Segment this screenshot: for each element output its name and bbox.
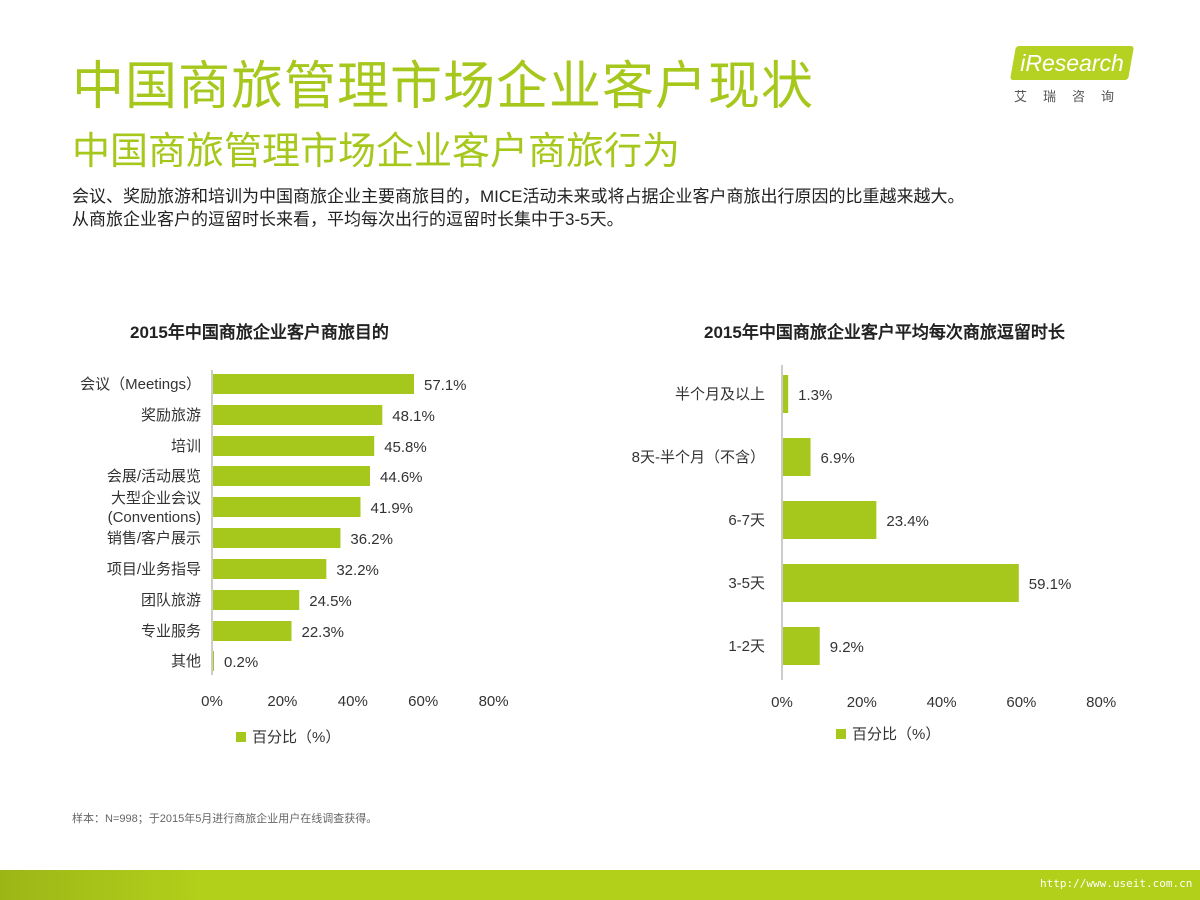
bottom-band-shade xyxy=(0,870,200,900)
chart1-bar xyxy=(213,497,361,517)
chart1-x-tick-label: 40% xyxy=(338,693,368,710)
chart1-bar xyxy=(213,590,300,610)
chart1-value-label: 32.2% xyxy=(336,562,379,579)
chart1-value-label: 45.8% xyxy=(384,439,427,456)
chart1-category-label: 会展/活动展览 xyxy=(107,468,201,485)
page-mark: USE xyxy=(1100,850,1144,870)
chart1-category-label: 其他 xyxy=(171,653,201,670)
chart1-value-label: 24.5% xyxy=(309,593,352,610)
chart2-value-label: 6.9% xyxy=(821,450,855,467)
page-title: 中国商旅管理市场企业客户现状 xyxy=(72,58,815,116)
chart1-value-label: 0.2% xyxy=(224,654,258,671)
chart1-category-label: 团队旅游 xyxy=(141,592,201,609)
description: 会议、奖励旅游和培训为中国商旅企业主要商旅目的，MICE活动未来或将占据企业客户… xyxy=(72,185,965,231)
legend-label: 百分比（%） xyxy=(252,729,341,746)
chart2-value-label: 1.3% xyxy=(798,387,832,404)
chart2-x-tick-label: 40% xyxy=(927,694,957,711)
chart1-value-label: 36.2% xyxy=(350,531,393,548)
bottom-band xyxy=(0,870,1200,900)
chart2-value-label: 9.2% xyxy=(830,639,864,656)
legend-label: 百分比（%） xyxy=(852,726,941,743)
chart2-x-tick-label: 0% xyxy=(771,694,793,711)
chart1-category-label: 会议（Meetings） xyxy=(80,376,201,393)
chart2-category-label: 半个月及以上 xyxy=(675,386,765,403)
chart2-value-label: 23.4% xyxy=(886,513,929,530)
chart1-value-label: 48.1% xyxy=(392,408,435,425)
chart2-bar xyxy=(783,501,877,539)
chart2-bar xyxy=(783,438,811,476)
chart1-bar xyxy=(213,374,414,394)
chart2-title: 2015年中国商旅企业客户平均每次商旅逗留时长 xyxy=(704,323,1065,342)
logo-cn: 艾瑞咨询 xyxy=(1013,89,1130,104)
chart2-bar xyxy=(783,564,1019,602)
legend-swatch xyxy=(236,731,246,742)
chart1-bar xyxy=(213,621,292,641)
chart1-category-label: 销售/客户展示 xyxy=(107,530,201,547)
chart2-category-label: 6-7天 xyxy=(728,512,765,529)
chart2-bar xyxy=(783,627,820,665)
chart1-bar xyxy=(213,559,327,579)
chart2-x-tick-label: 20% xyxy=(847,694,877,711)
chart2-category-label: 3-5天 xyxy=(728,575,765,592)
iresearch-logo: iResearch 艾瑞咨询 xyxy=(1005,44,1135,104)
chart1-category-label: 培训 xyxy=(171,438,201,455)
chart1-value-label: 41.9% xyxy=(370,500,413,517)
description-line-2: 从商旅企业客户的逗留时长来看，平均每次出行的逗留时长集中于3-5天。 xyxy=(72,210,624,229)
chart1-x-tick-label: 0% xyxy=(201,693,223,710)
chart1-value-label: 22.3% xyxy=(301,624,344,641)
chart1-x-tick-label: 60% xyxy=(408,693,438,710)
chart2-category-label: 1-2天 xyxy=(728,638,765,655)
chart1-bar xyxy=(213,436,375,456)
chart1-category-label: 大型企业会议(Conventions) xyxy=(108,489,201,526)
chart1-bar xyxy=(213,466,370,486)
chart1-value-label: 57.1% xyxy=(424,377,467,394)
chart1-category-label: 项目/业务指导 xyxy=(107,561,201,578)
chart2-category-label: 8天-半个月（不含） xyxy=(632,449,765,466)
chart2-x-tick-label: 60% xyxy=(1006,694,1036,711)
watermark: http://www.useit.com.cn xyxy=(1040,877,1193,890)
chart2-value-label: 59.1% xyxy=(1029,576,1072,593)
chart2-legend: 百分比（%） xyxy=(836,723,940,744)
chart1-category-label: 专业服务 xyxy=(141,623,201,640)
page-subtitle: 中国商旅管理市场企业客户商旅行为 xyxy=(72,131,681,173)
chart1-x-tick-label: 20% xyxy=(267,693,297,710)
chart2-x-tick-label: 80% xyxy=(1086,694,1116,711)
chart1-bar xyxy=(213,651,214,671)
chart1-category-label: 奖励旅游 xyxy=(141,407,201,424)
chart1-title: 2015年中国商旅企业客户商旅目的 xyxy=(130,323,389,342)
chart2-bar xyxy=(783,375,789,413)
description-line-1: 会议、奖励旅游和培训为中国商旅企业主要商旅目的，MICE活动未来或将占据企业客户… xyxy=(72,187,965,206)
chart1-bar xyxy=(213,528,341,548)
footnote: 样本：N=998；于2015年5月进行商旅企业用户在线调查获得。 xyxy=(72,813,378,825)
chart1-bar xyxy=(213,405,383,425)
chart1-value-label: 44.6% xyxy=(380,469,423,486)
chart1-x-tick-label: 80% xyxy=(479,693,509,710)
logo-text: iResearch xyxy=(1020,50,1124,76)
legend-swatch xyxy=(836,728,846,739)
chart1-legend: 百分比（%） xyxy=(236,726,340,747)
